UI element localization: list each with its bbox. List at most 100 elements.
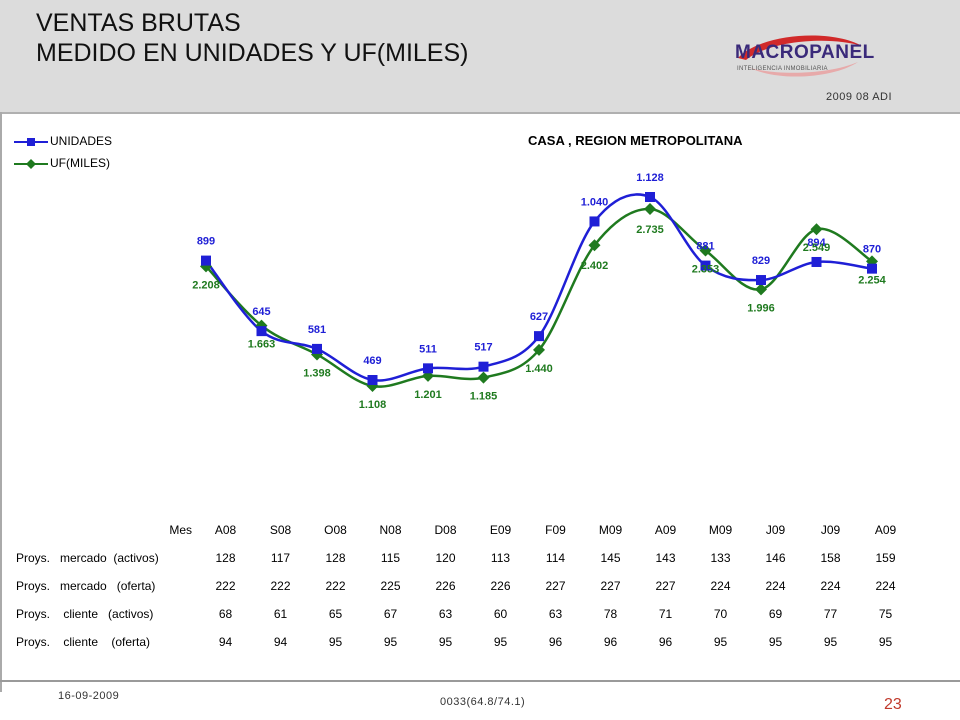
table-month-header: E09 (489, 523, 512, 537)
table-cell: 75 (878, 607, 893, 621)
data-point-unidades (478, 361, 489, 372)
table-cell: 63 (438, 607, 453, 621)
table-cell: 95 (823, 635, 838, 649)
table-row: Proys. cliente (activos) 68 61 65 67 63 60 63 78… (16, 600, 913, 628)
table-row: Proys. mercado (activos) 128 117 128 115 120 1… (16, 544, 913, 572)
data-label-unidades: 469 (363, 355, 381, 367)
table-cell: 96 (548, 635, 563, 649)
legend-square-marker-icon (14, 138, 48, 146)
data-point-unidades (867, 263, 877, 274)
data-label-uf: 1.398 (303, 367, 331, 379)
data-point-unidades (589, 216, 600, 227)
data-point-unidades (645, 192, 655, 202)
table-cell: 94 (273, 635, 288, 649)
table-row: Proys. mercado (oferta) 222 222 222 225 226 22… (16, 572, 913, 600)
data-point-uf (588, 239, 601, 252)
footer-rule (0, 680, 960, 682)
data-point-unidades (811, 256, 822, 267)
footer-code: 0033(64.8/74.1) (440, 696, 526, 708)
macropanel-logo-swoosh (738, 35, 862, 77)
data-label-uf: 2.353 (692, 264, 720, 276)
data-point-unidades (201, 255, 211, 266)
data-label-uf: 1.996 (747, 302, 775, 314)
data-label-uf: 1.440 (525, 363, 553, 375)
table-cell: 158 (820, 551, 841, 565)
data-label-uf: 2.254 (858, 274, 886, 286)
data-label-uf: 1.663 (248, 339, 276, 351)
title-line-1: VENTAS BRUTAS (36, 9, 241, 37)
legend-diamond-marker-icon (14, 159, 48, 169)
header-band (0, 0, 960, 114)
data-point-uf (533, 343, 545, 356)
line-chart: 899 645 581 469 511 517 627 1.040 1.128 881 829 894… (192, 172, 886, 411)
data-label-uf: 2.735 (636, 224, 664, 236)
table-cell: 227 (600, 579, 621, 593)
table-cell: 224 (875, 579, 896, 593)
table-cell: 159 (875, 551, 896, 565)
table-month-header: O08 (324, 523, 347, 537)
table-cell: 115 (380, 551, 401, 565)
left-rule (0, 112, 2, 692)
data-point-unidades (256, 326, 267, 337)
table-cell: 226 (435, 579, 456, 593)
legend-entry-unidades: UNIDADES (14, 132, 144, 154)
logo-subtext: INTELIGENCIA INMOBILIARIA (737, 66, 828, 72)
chart-legend: UNIDADES UF(MILES) (14, 132, 144, 176)
table-cell: 133 (710, 551, 731, 565)
table-cell: 225 (380, 579, 401, 593)
table-cell: 61 (273, 607, 288, 621)
data-point-unidades (312, 343, 322, 354)
table-cell: 128 (215, 551, 236, 565)
data-table: Mes A08 S08 O08 N08 D08 E09 F09 M09 A09 M09 J09 J09 A… (16, 516, 913, 656)
table-cell: 143 (655, 551, 676, 565)
data-label-uf: 2.402 (581, 260, 609, 272)
legend-label-uf: UF(MILES) (50, 156, 110, 170)
table-cell: 94 (218, 635, 233, 649)
table-cell: 63 (548, 607, 563, 621)
table-cell: 60 (493, 607, 508, 621)
period-label: 2009 08 ADI (826, 91, 893, 103)
table-month-header: D08 (434, 523, 457, 537)
table-cell: 95 (328, 635, 343, 649)
data-point-uf (477, 371, 490, 384)
table-cell: 95 (383, 635, 398, 649)
data-label-uf: 1.185 (470, 391, 498, 403)
table-month-header: M09 (708, 523, 733, 537)
table-month-header: J09 (820, 523, 841, 537)
table-month-header: M09 (598, 523, 623, 537)
data-label-unidades: 581 (308, 324, 326, 336)
table-row-label: Proys. cliente (oferta) (16, 635, 151, 649)
data-label-unidades: 1.040 (581, 196, 609, 208)
legend-label-unidades: UNIDADES (50, 134, 113, 148)
data-point-uf (644, 203, 656, 215)
data-label-uf: 1.201 (414, 389, 442, 401)
table-cell: 128 (325, 551, 346, 565)
table-header-label: Mes (169, 523, 192, 537)
table-month-header: A09 (654, 523, 677, 537)
table-header-row: Mes A08 S08 O08 N08 D08 E09 F09 M09 A09 M09 J09 J09 A… (16, 516, 913, 544)
data-point-unidades (423, 363, 433, 374)
table-cell: 95 (878, 635, 893, 649)
table-cell: 120 (435, 551, 456, 565)
table-month-header: J09 (765, 523, 786, 537)
table-cell: 222 (325, 579, 346, 593)
data-point-unidades (367, 375, 378, 385)
table-cell: 114 (545, 551, 566, 565)
data-point-unidades (756, 275, 766, 286)
data-point-unidades (534, 331, 544, 342)
logo-text: MACROPANEL (735, 42, 875, 63)
table-cell: 224 (710, 579, 731, 593)
table-cell: 222 (215, 579, 236, 593)
table-month-header: N08 (379, 523, 402, 537)
table-cell: 68 (218, 607, 233, 621)
title-line-2: MEDIDO EN UNIDADES Y UF(MILES) (36, 39, 469, 67)
data-label-unidades: 627 (530, 311, 548, 323)
table-month-header: S08 (269, 523, 292, 537)
table-row-label: Proys. cliente (activos) (16, 607, 154, 621)
data-label-uf: 1.108 (359, 399, 387, 411)
data-label-unidades: 1.128 (636, 172, 664, 184)
table-cell: 96 (603, 635, 618, 649)
table-cell: 113 (490, 551, 511, 565)
data-label-unidades: 511 (419, 343, 437, 355)
table-cell: 146 (765, 551, 786, 565)
